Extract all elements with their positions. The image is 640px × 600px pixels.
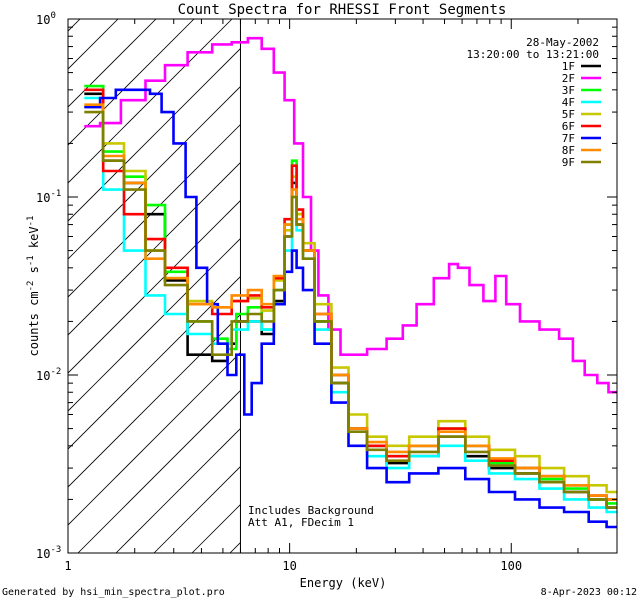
legend-label-5f: 5F <box>562 108 575 121</box>
hatch-line <box>306 0 640 553</box>
y-tick-label: 10-1 <box>36 189 61 205</box>
x-tick-label: 10 <box>282 559 296 573</box>
hatch-line <box>68 19 233 184</box>
hatch-line <box>77 389 241 553</box>
legend-label-4f: 4F <box>562 96 575 109</box>
hatch-line <box>68 19 195 146</box>
hatch-line <box>68 19 81 32</box>
hatch-line <box>68 199 241 374</box>
y-tick-label: 10-3 <box>36 545 61 561</box>
hatch-line <box>115 427 241 553</box>
footer-generated-by: Generated by hsi_min_spectra_plot.pro <box>2 587 225 598</box>
hatch-line <box>268 0 640 553</box>
axis-ticks: 1 10 100 100 10-1 10-2 10-3 <box>36 11 618 573</box>
x-axis-label: Energy (keV) <box>300 576 387 590</box>
hatch-line <box>229 541 241 553</box>
hatch-line <box>68 161 241 336</box>
hatch-line <box>68 47 241 222</box>
x-tick-label: 1 <box>64 559 71 573</box>
hatch-line <box>68 85 241 260</box>
legend-label-9f: 9F <box>562 156 575 169</box>
hatch-line <box>344 0 640 553</box>
hatch-line <box>68 19 119 70</box>
hatched-region <box>68 0 640 553</box>
info-date: 28-May-2002 <box>526 36 599 49</box>
legend-label-6f: 6F <box>562 120 575 133</box>
legend-label-7f: 7F <box>562 132 575 145</box>
hatch-line <box>68 313 241 488</box>
y-tick-label: 100 <box>36 11 56 27</box>
legend-label-3f: 3F <box>562 84 575 97</box>
footer-date: 8-Apr-2023 00:12 <box>541 587 637 598</box>
annotation-background: Includes Background <box>248 504 374 517</box>
legend-label-2f: 2F <box>562 72 575 85</box>
series-9f-line <box>84 110 617 509</box>
y-tick-label: 10-2 <box>36 367 61 383</box>
plot-frame <box>67 18 618 554</box>
y-axis-label: counts cm-2 s-1 keV-1 <box>26 216 41 357</box>
legend-label-8f: 8F <box>562 144 575 157</box>
legend-label-1f: 1F <box>562 60 575 73</box>
x-tick-label: 100 <box>500 559 522 573</box>
series-4f-line <box>84 96 617 514</box>
hatch-line <box>68 19 157 108</box>
hatch-line <box>68 123 241 298</box>
series-2f-line <box>84 36 617 394</box>
series-group <box>84 36 617 529</box>
chart-title: Count Spectra for RHESSI Front Segments <box>178 2 507 18</box>
info-time: 13:20:00 to 13:21:00 <box>467 48 599 61</box>
series-7f-line <box>84 88 617 529</box>
hatch-line <box>68 351 241 526</box>
hatch-line <box>68 237 241 412</box>
annotation-attenuator: Att A1, FDecim 1 <box>248 516 354 529</box>
